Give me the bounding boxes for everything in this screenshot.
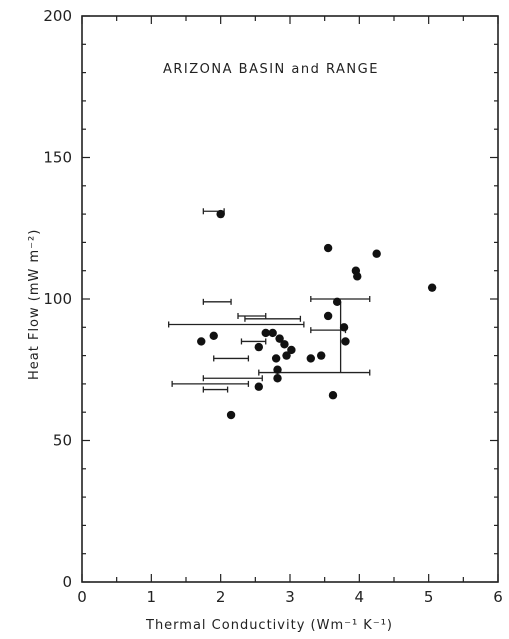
data-point bbox=[216, 209, 225, 219]
data-point bbox=[261, 328, 270, 338]
data-point bbox=[268, 328, 277, 338]
data-point bbox=[197, 337, 206, 346]
data-point bbox=[275, 334, 284, 343]
y-tick-label: 150 bbox=[43, 149, 72, 167]
plot-border bbox=[81, 15, 499, 583]
data-point bbox=[353, 272, 362, 281]
data-point bbox=[323, 311, 333, 321]
plot-frame bbox=[81, 15, 499, 583]
data-point bbox=[341, 337, 350, 346]
data-point bbox=[282, 351, 291, 360]
x-axis-title: Thermal Conductivity (Wm⁻¹ K⁻¹) bbox=[145, 618, 393, 633]
data-point bbox=[226, 410, 236, 420]
x-tick-label: 1 bbox=[147, 588, 157, 606]
x-tick-label: 5 bbox=[424, 588, 434, 606]
data-point bbox=[254, 382, 263, 391]
data-point bbox=[280, 340, 289, 349]
y-tick-label: 100 bbox=[43, 290, 72, 308]
data-points bbox=[197, 209, 437, 420]
data-point bbox=[287, 345, 296, 355]
data-point bbox=[209, 331, 218, 340]
data-point bbox=[271, 354, 281, 363]
axis-ticks: 0 1 2 3 4 5 6 0 50 100 150 200 bbox=[43, 7, 502, 606]
y-tick-label: 0 bbox=[62, 573, 72, 591]
x-tick-label: 0 bbox=[77, 588, 87, 606]
data-point bbox=[332, 297, 342, 307]
chart-text: ARIZONA BASIN and RANGE Thermal Conducti… bbox=[27, 62, 393, 633]
x-tick-label: 6 bbox=[493, 588, 503, 606]
data-point bbox=[328, 391, 338, 400]
x-tick-label: 4 bbox=[355, 588, 365, 606]
data-point bbox=[273, 365, 282, 374]
data-point bbox=[317, 351, 326, 360]
data-point bbox=[323, 243, 333, 253]
data-point bbox=[372, 249, 381, 258]
chart-title: ARIZONA BASIN and RANGE bbox=[163, 62, 379, 77]
x-tick-label: 2 bbox=[216, 588, 226, 606]
data-point bbox=[306, 354, 315, 363]
data-point bbox=[427, 283, 437, 292]
y-tick-label: 50 bbox=[53, 432, 72, 450]
y-tick-label: 200 bbox=[43, 7, 72, 25]
y-axis-title: Heat Flow (mW m⁻²) bbox=[27, 229, 42, 380]
data-point bbox=[339, 323, 349, 332]
data-point bbox=[254, 342, 263, 352]
x-tick-label: 3 bbox=[285, 588, 295, 606]
data-point bbox=[273, 374, 282, 383]
